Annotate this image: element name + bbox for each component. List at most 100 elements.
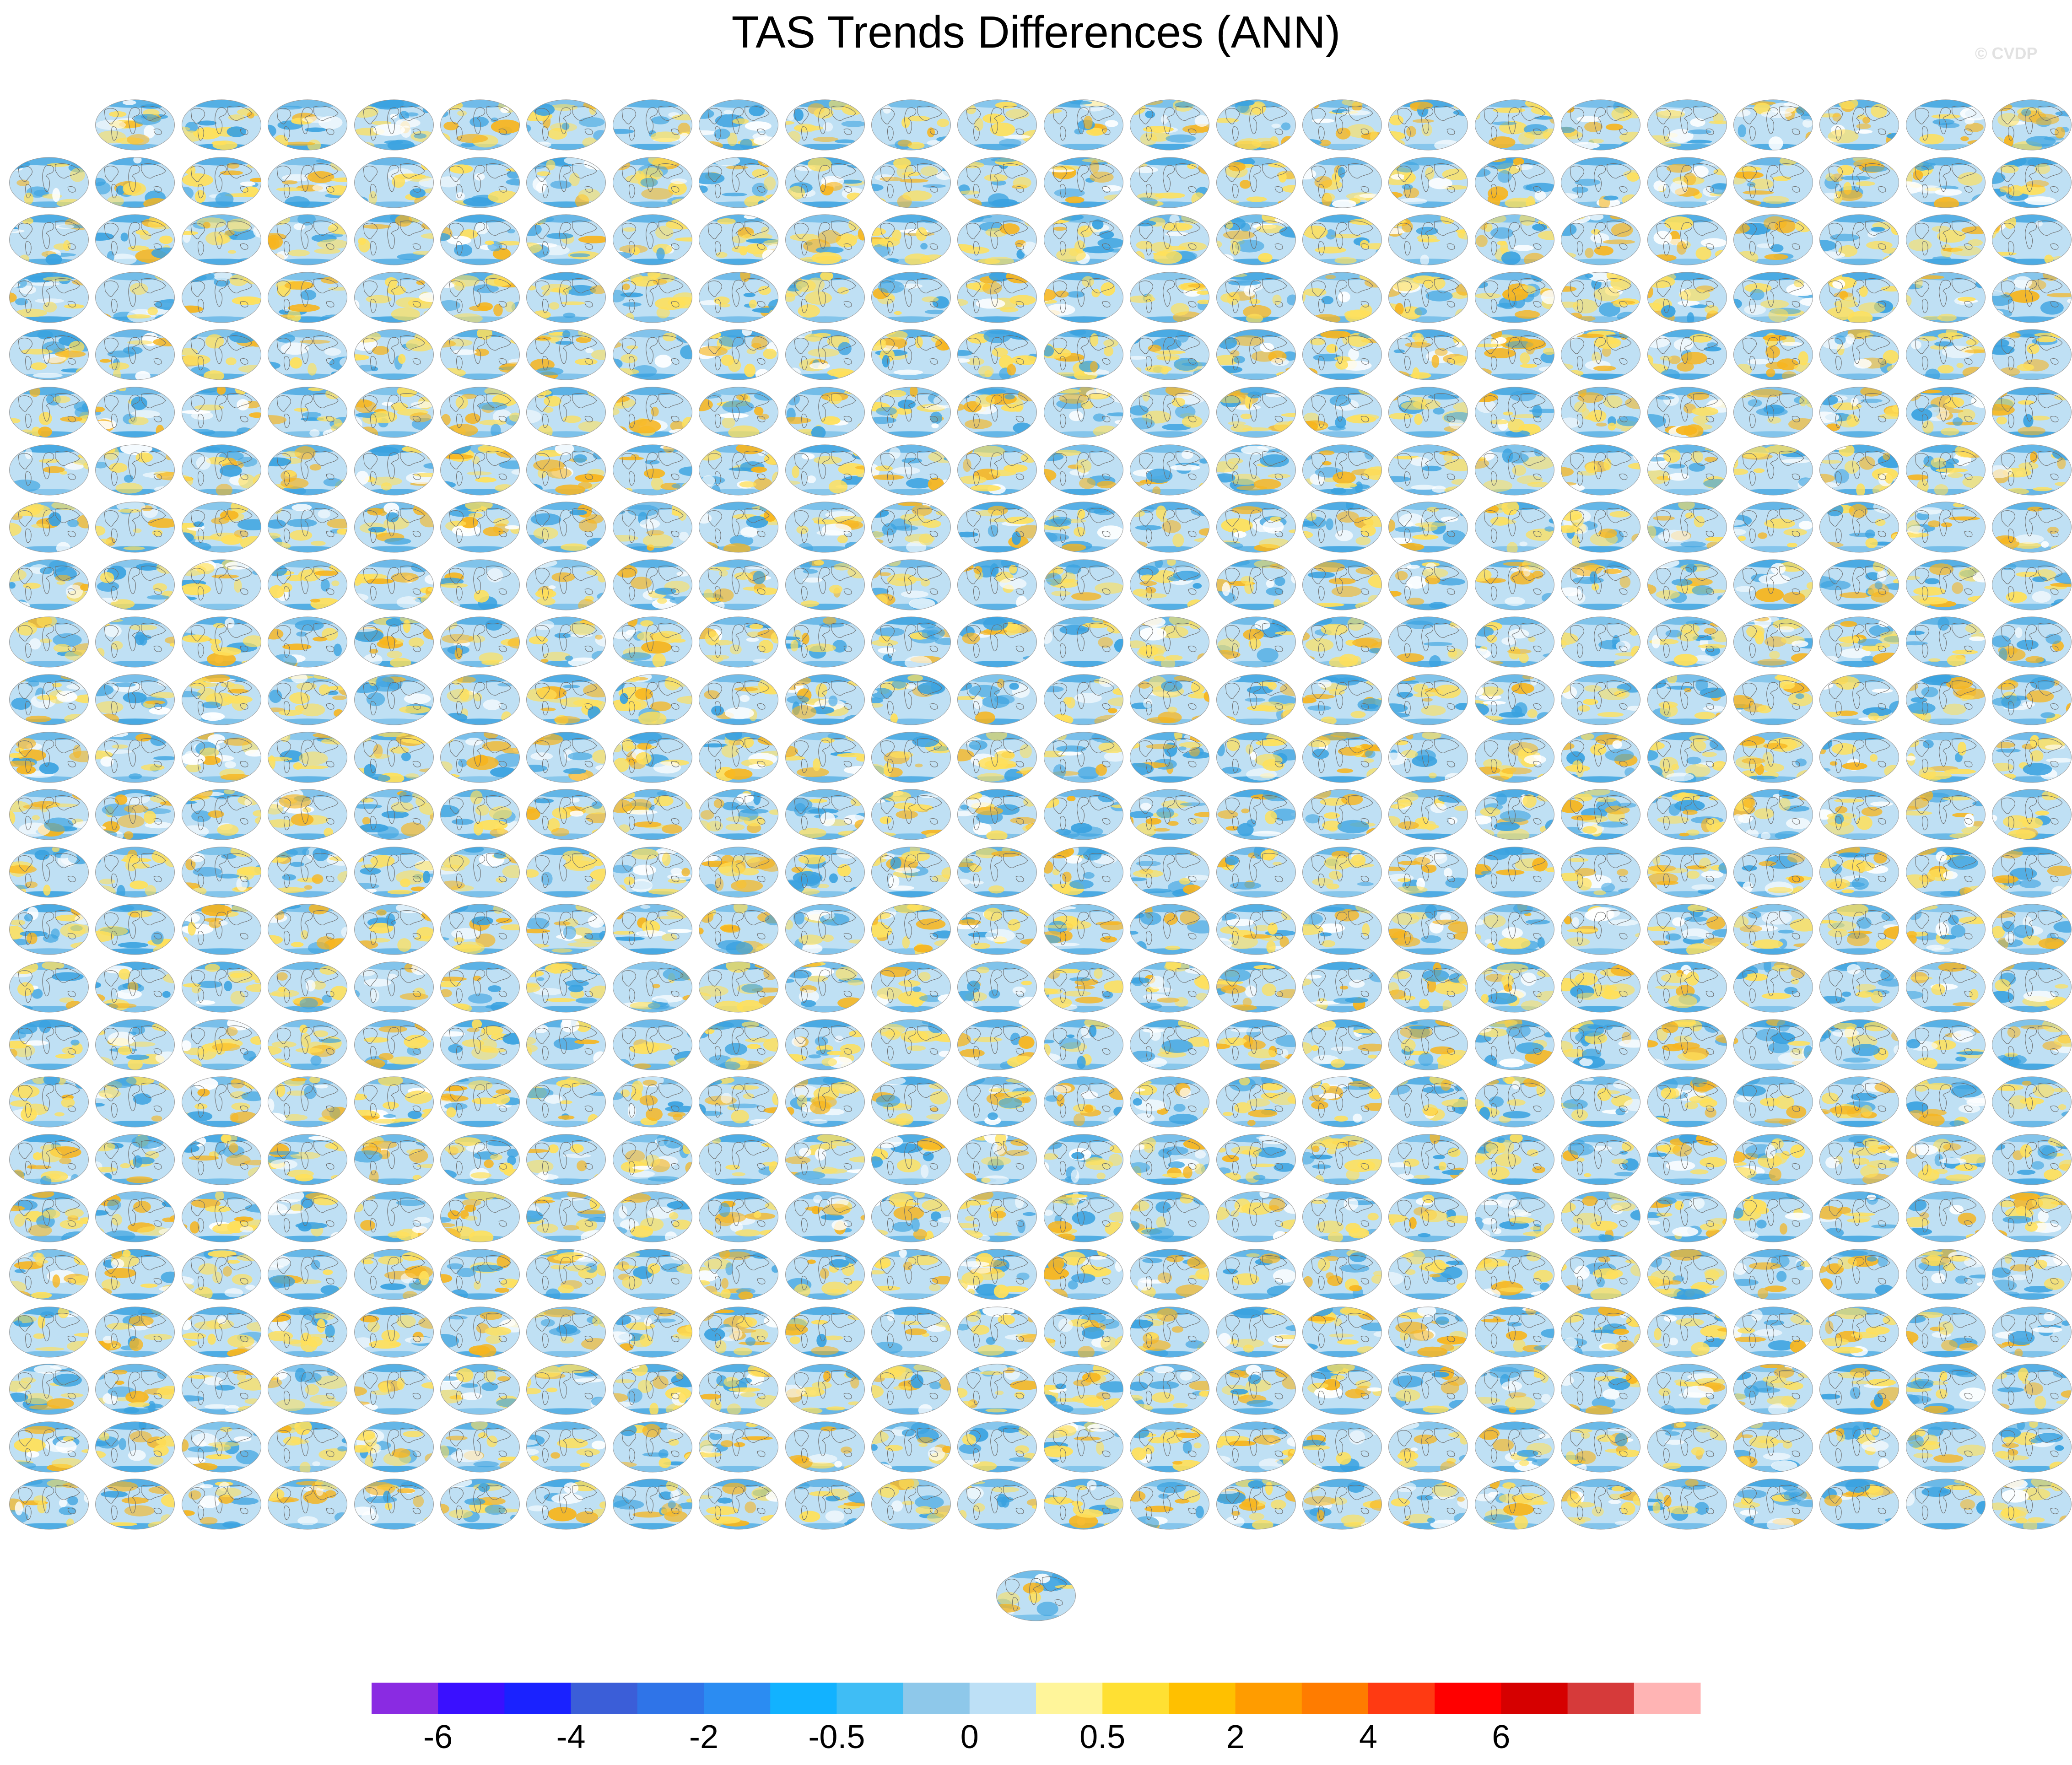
map-panel [1646,1074,1728,1128]
map-panel [94,557,176,611]
map-panel [1301,557,1383,611]
map-panel [1818,672,1900,726]
map-panel [612,442,693,496]
map-panel [439,97,521,151]
colorbar-tick-label: -4 [556,1719,586,1755]
map-panel [1646,787,1728,841]
map-panel [1129,557,1210,611]
map-panel [1560,270,1641,324]
map-panel [1301,1132,1383,1186]
map-panel [698,901,779,955]
map-panel [94,1304,176,1358]
map-panel [353,1304,435,1358]
colorbar-bin [504,1683,572,1714]
map-panel [439,212,521,266]
map-panel [267,901,348,955]
map-panel [698,327,779,381]
map-panel [612,672,693,726]
map-panel [698,155,779,209]
map-panel [1215,499,1297,553]
map-panel [1301,614,1383,668]
map-panel [1732,1074,1814,1128]
map-panel [94,844,176,898]
map-panel [353,557,435,611]
map-panel [439,1017,521,1071]
map-panel [439,499,521,553]
map-panel [784,901,866,955]
map-panel [1387,1247,1469,1301]
map-panel [1732,327,1814,381]
colorbar-bin [438,1683,505,1714]
map-panel [698,212,779,266]
map-panel [1732,614,1814,668]
map-panel [1474,1361,1555,1415]
map-panel [353,614,435,668]
map-panel [1646,614,1728,668]
map-panel [439,1419,521,1473]
map-panel [267,1419,348,1473]
map-panel [698,1189,779,1243]
map-panel [784,844,866,898]
map-panel [1991,1074,2072,1128]
map-panel [1560,212,1641,266]
map-panel [267,614,348,668]
map-panel [784,729,866,783]
map-panel [8,729,90,783]
map-panel [1818,1247,1900,1301]
map-panel [1732,499,1814,553]
map-panel [870,384,952,438]
map-panel [784,212,866,266]
map-panel [1387,1189,1469,1243]
map-panel [1043,1074,1124,1128]
map-panel [94,614,176,668]
map-panel [1646,729,1728,783]
map-panel [612,212,693,266]
map-panel [353,327,435,381]
map-panel [612,1189,693,1243]
map-panel [1732,1132,1814,1186]
map-panel [439,1247,521,1301]
map-panel [1301,672,1383,726]
map-panel [267,442,348,496]
map-panel [1646,959,1728,1013]
map-panel [870,1017,952,1071]
map-panel [1474,270,1555,324]
map-panel [8,787,90,841]
map-panel [267,1476,348,1530]
map-panel [1301,155,1383,209]
map-panel [1732,270,1814,324]
map-panel [612,1074,693,1128]
map-panel [181,1419,262,1473]
map-panel [8,844,90,898]
map-panel [784,1247,866,1301]
map-panel [784,97,866,151]
map-panel [870,729,952,783]
colorbar-bin [637,1683,704,1714]
map-panel [612,1304,693,1358]
map-panel [525,327,607,381]
map-panel [1474,729,1555,783]
map-panel [1215,97,1297,151]
map-panel [956,499,1038,553]
map-panel [1646,1017,1728,1071]
map-panel [1905,1132,1986,1186]
map-panel [439,1361,521,1415]
map-panel [784,1361,866,1415]
map-panel [1905,729,1986,783]
map-panel [1043,384,1124,438]
map-panel [1818,155,1900,209]
map-panel [1732,1247,1814,1301]
map-panel [525,1476,607,1530]
map-panel [1646,155,1728,209]
map-panel [1474,1017,1555,1071]
map-panel [8,1361,90,1415]
map-panel [1646,270,1728,324]
map-panel [1215,1476,1297,1530]
map-panel [353,155,435,209]
map-panel [1646,97,1728,151]
map-panel [353,97,435,151]
map-panel [181,1132,262,1186]
map-panel [870,270,952,324]
map-panel [956,1304,1038,1358]
map-panel [1387,442,1469,496]
